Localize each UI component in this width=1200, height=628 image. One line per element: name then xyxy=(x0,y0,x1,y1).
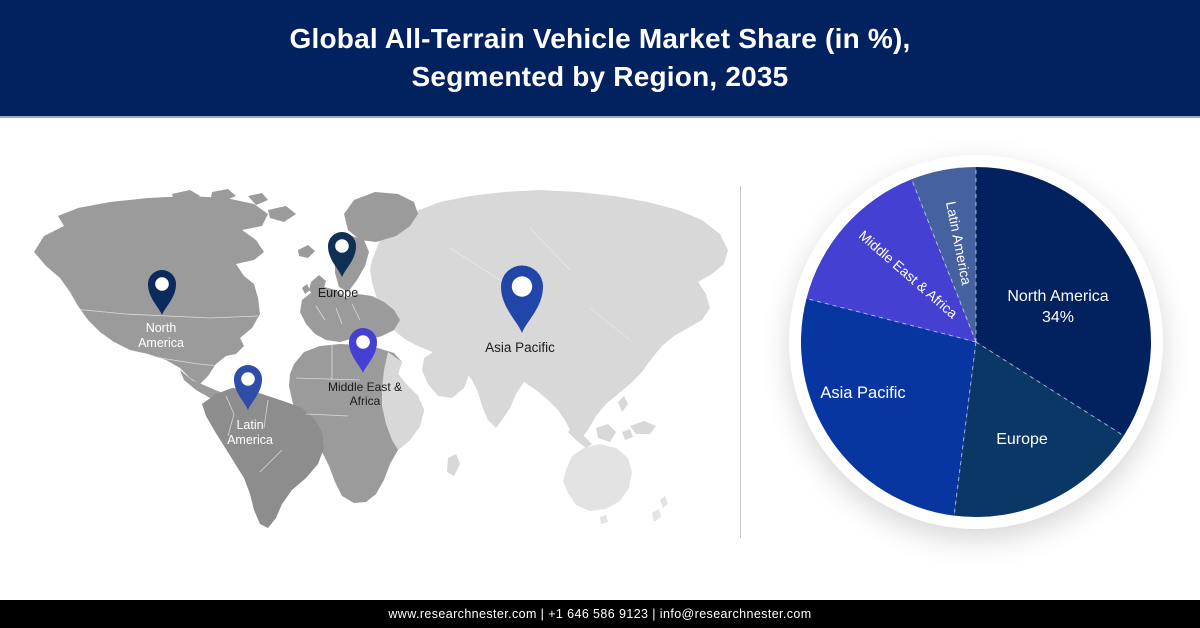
map-pin-asia-pacific xyxy=(501,265,543,333)
header-banner: Global All-Terrain Vehicle Market Share … xyxy=(0,0,1200,118)
map-pin-icon xyxy=(328,232,356,277)
continent-south-america xyxy=(202,388,324,528)
pie-slice-boundary xyxy=(975,341,1125,437)
island-madagascar xyxy=(447,454,460,476)
region-northeast-africa xyxy=(382,352,424,450)
pie-slice-europe xyxy=(954,342,1124,517)
map-pin-icon xyxy=(148,270,176,315)
island-greenland xyxy=(344,192,418,242)
footer-bar: www.researchnester.com | +1 646 586 9123… xyxy=(0,600,1200,628)
pie-slice-asia-pacific xyxy=(801,298,976,516)
continent-oceania xyxy=(563,444,668,524)
page-title: Global All-Terrain Vehicle Market Share … xyxy=(290,20,911,96)
pie-slices-layer xyxy=(801,166,1152,517)
pie-slice-boundary xyxy=(911,179,977,343)
map-pin-north-america xyxy=(148,270,176,315)
pin-hole xyxy=(241,372,255,386)
islands-japan xyxy=(655,291,677,334)
pie-slice-latin-america xyxy=(911,167,976,342)
pie-slice-label-europe: Europe xyxy=(996,431,1048,448)
map-pin-label-middle-east-africa: Middle East & Africa xyxy=(328,380,402,408)
pie-slice-north-america xyxy=(976,166,1152,436)
pie-slice-boundary xyxy=(953,341,977,516)
pin-hole xyxy=(335,239,349,253)
map-pins-layer: North America Europe Latin America Middle Eas… xyxy=(138,232,555,447)
world-map: North America Europe Latin America Middle Eas… xyxy=(34,189,728,528)
footer-contact-text: www.researchnester.com | +1 646 586 9123… xyxy=(388,607,812,621)
map-pin-icon xyxy=(234,365,262,410)
pie-slice-label-asia-pacific: Asia Pacific xyxy=(820,384,905,402)
map-pin-label-asia-pacific: Asia Pacific xyxy=(485,340,555,355)
pie-slice-label-north-america: North America 34% xyxy=(1007,288,1108,326)
pie-slice-boundaries xyxy=(806,167,1125,516)
map-pin-middle-east-africa xyxy=(349,328,377,373)
vertical-divider xyxy=(740,186,741,538)
map-pin-icon xyxy=(501,265,543,333)
pie-slice-middle-east-africa xyxy=(806,179,976,342)
pin-hole xyxy=(511,276,533,297)
pin-hole xyxy=(356,335,370,349)
title-line-1: Global All-Terrain Vehicle Market Share … xyxy=(289,23,911,54)
continent-asia xyxy=(370,190,728,440)
map-pin-label-latin-america: Latin America xyxy=(227,418,273,447)
map-pin-icon xyxy=(349,328,377,373)
region-arabia xyxy=(422,350,470,398)
title-line-2: Segmented by Region, 2035 xyxy=(411,61,789,92)
map-pin-label-north-america: North America xyxy=(138,321,184,350)
pie-slice-boundary xyxy=(806,297,977,343)
map-pin-latin-america xyxy=(234,365,262,410)
pin-hole xyxy=(155,277,169,291)
map-pin-europe xyxy=(328,232,356,277)
country-borders xyxy=(41,227,631,473)
map-pin-label-europe: Europe xyxy=(318,286,358,300)
